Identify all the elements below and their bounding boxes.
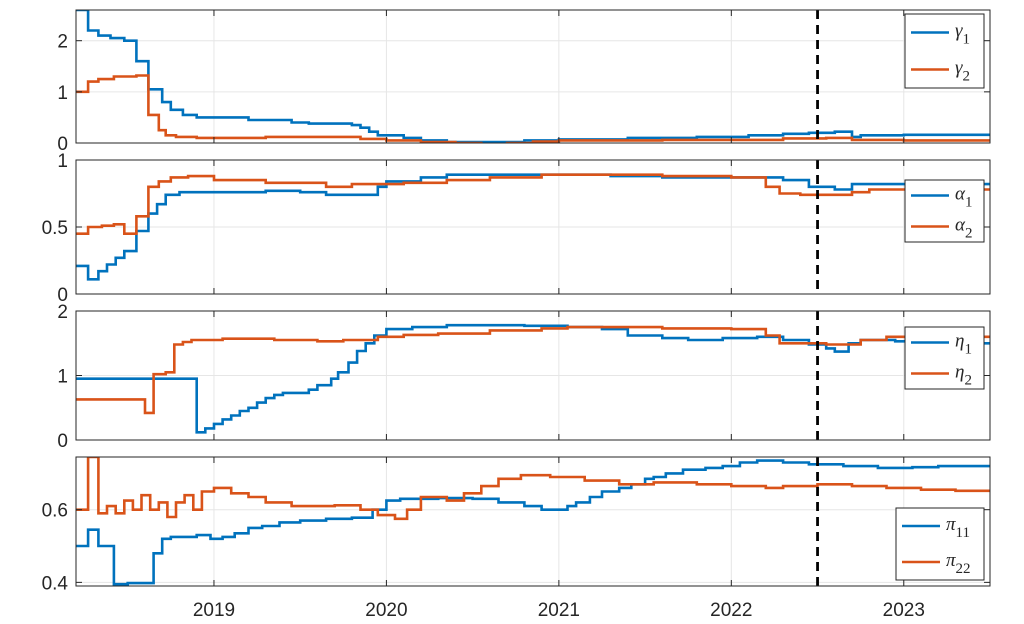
series-line-1: [76, 173, 990, 281]
y-tick-label: 0: [57, 285, 68, 306]
y-tick-label: 2: [57, 302, 68, 323]
y-tick-label: 0.5: [42, 218, 68, 239]
series-line-2: [76, 457, 990, 521]
series-group: [76, 457, 990, 586]
y-tick-label: 1: [57, 83, 68, 104]
plot-area: [76, 10, 990, 143]
legend-box: [904, 13, 985, 89]
x-tick-label: 2021: [538, 600, 580, 621]
y-tick-label: 2: [57, 32, 68, 53]
axes-box: [75, 456, 991, 587]
y-tick-label: 0.6: [42, 501, 68, 522]
y-tick-label: 1: [57, 367, 68, 388]
series-line-2: [76, 173, 990, 235]
series-group: [76, 173, 990, 281]
y-tick-label: 0: [57, 134, 68, 155]
x-tick-label: 2023: [883, 600, 925, 621]
legend-box: [904, 179, 985, 243]
y-tick-label: 1: [57, 151, 68, 172]
y-tick-label: 0: [57, 431, 68, 452]
series-line-2: [76, 325, 990, 415]
legend-box: [904, 326, 985, 390]
x-tick-label: 2020: [365, 600, 407, 621]
series-group: [76, 323, 990, 434]
plot-area: [76, 457, 990, 586]
axes-box: [75, 9, 991, 144]
x-tick-label: 2019: [193, 600, 235, 621]
x-tick-label: 2022: [710, 600, 752, 621]
series-line-1: [76, 10, 990, 143]
series-line-1: [76, 459, 990, 586]
legend-box: [895, 507, 985, 581]
y-tick-label: 0.4: [42, 573, 69, 594]
